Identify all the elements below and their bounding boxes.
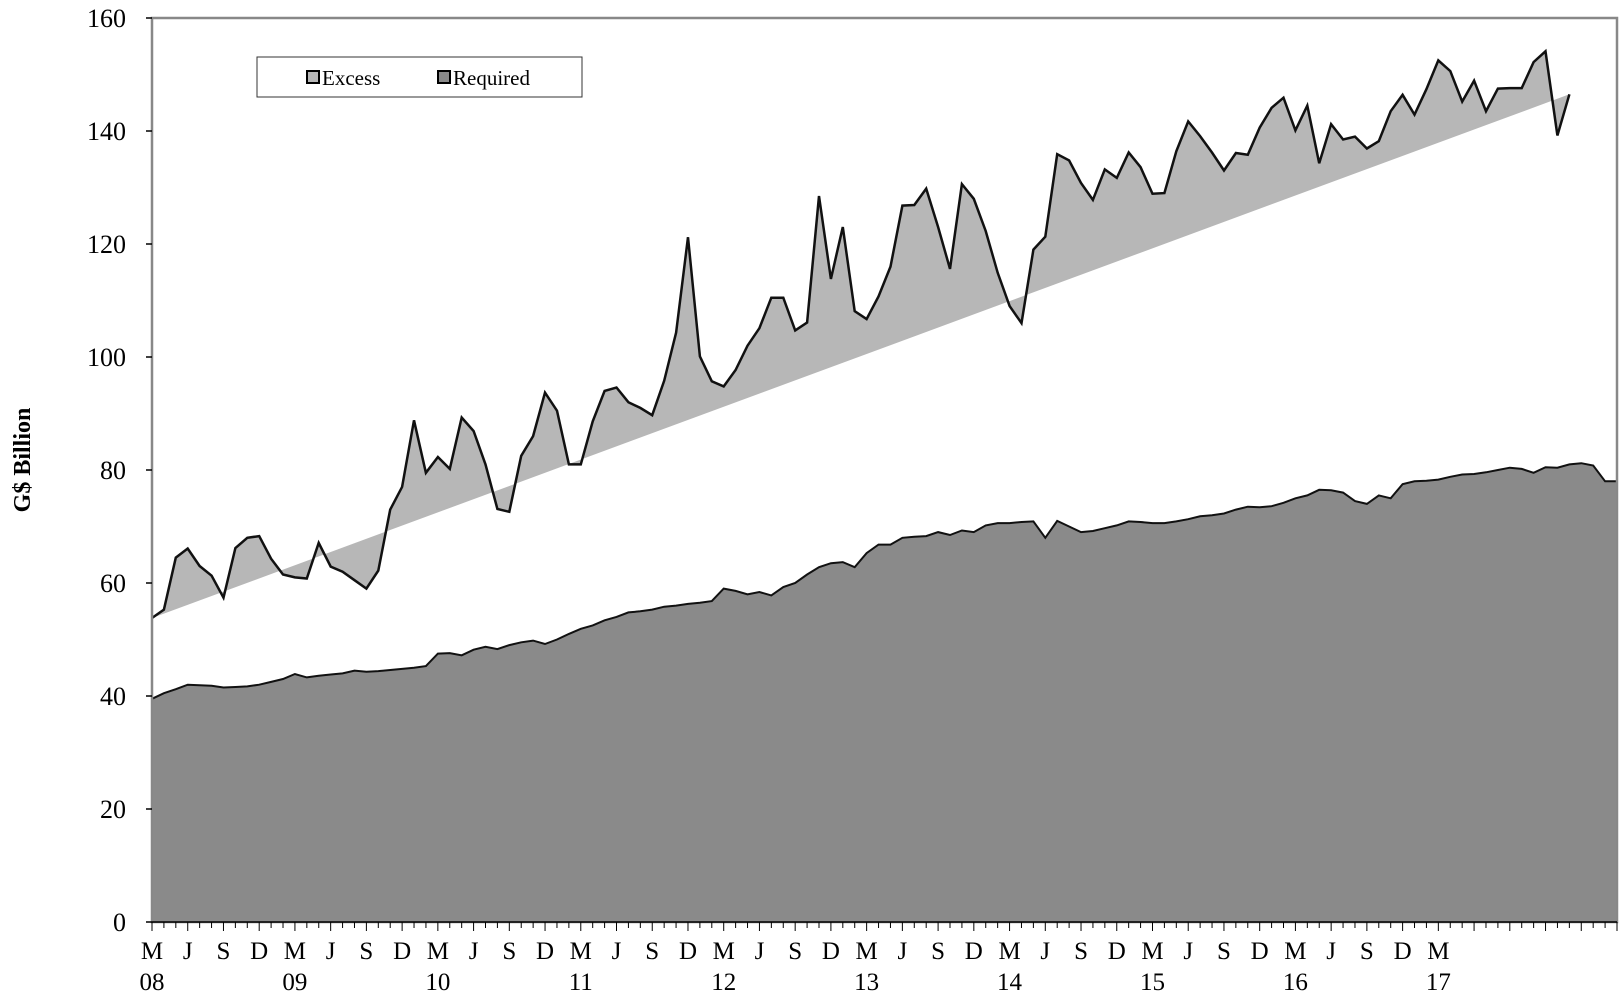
x-axis: M J S D M J S D M J S D M J S D M J S D M J S D M J S D M J S D M J S D M08 0… <box>140 921 1618 996</box>
x-month-label: M <box>284 938 306 965</box>
x-month-label: S <box>1074 938 1088 965</box>
x-month-label: S <box>788 938 802 965</box>
x-month-label: S <box>931 938 945 965</box>
x-month-label: M <box>427 938 449 965</box>
x-month-label: S <box>1217 938 1231 965</box>
y-tick-label: 140 <box>87 117 126 146</box>
x-year-label: 14 <box>997 969 1023 996</box>
x-month-label: M <box>570 938 592 965</box>
x-month-label: S <box>1360 938 1374 965</box>
legend: Excess Required <box>256 56 583 98</box>
y-tick-label: 60 <box>100 569 126 598</box>
x-year-label: 15 <box>1140 969 1165 996</box>
x-month-label: M <box>141 938 163 965</box>
x-year-label: 17 <box>1426 969 1451 996</box>
x-month-label: J <box>755 938 765 965</box>
x-month-label: J <box>183 938 193 965</box>
x-month-label: M <box>998 938 1020 965</box>
legend-swatch-excess <box>306 70 320 84</box>
x-month-label: S <box>502 938 516 965</box>
x-month-label: J <box>1326 938 1336 965</box>
legend-label-excess: Excess <box>322 66 380 90</box>
legend-box <box>256 56 583 98</box>
x-month-label: M <box>713 938 735 965</box>
x-month-label: J <box>897 938 907 965</box>
x-month-label: D <box>1108 938 1126 965</box>
y-tick-label: 120 <box>87 230 126 259</box>
x-month-label: J <box>1183 938 1193 965</box>
x-month-label: D <box>536 938 554 965</box>
x-month-label: D <box>1394 938 1412 965</box>
x-year-label: 16 <box>1283 969 1308 996</box>
x-month-label: J <box>612 938 622 965</box>
x-month-label: J <box>1040 938 1050 965</box>
required-series-line <box>151 462 1617 700</box>
x-month-label: J <box>469 938 479 965</box>
y-tick-label: 40 <box>100 682 126 711</box>
excess-series-line <box>151 48 1571 620</box>
x-month-label: M <box>856 938 878 965</box>
x-month-label: J <box>326 938 336 965</box>
x-year-label: 08 <box>140 969 165 996</box>
x-year-label: 09 <box>282 969 307 996</box>
x-year-label: 10 <box>425 969 450 996</box>
x-month-label: D <box>1251 938 1269 965</box>
x-month-label: M <box>1141 938 1163 965</box>
y-tick-label: 80 <box>100 456 126 485</box>
x-month-label: S <box>359 938 373 965</box>
x-month-label: D <box>822 938 840 965</box>
y-tick-label: 160 <box>87 4 126 33</box>
x-year-label: 11 <box>569 969 593 996</box>
excess-area <box>152 51 1570 619</box>
required-area <box>152 463 1617 922</box>
x-month-label: D <box>250 938 268 965</box>
plot-area <box>150 16 1619 924</box>
y-tick-label: 100 <box>87 343 126 372</box>
y-axis-label: G$ Billion <box>10 408 36 513</box>
x-month-label: S <box>217 938 231 965</box>
x-year-label: 13 <box>854 969 879 996</box>
legend-label-required: Required <box>453 66 530 90</box>
x-month-label: D <box>679 938 697 965</box>
legend-swatch-required <box>437 70 451 84</box>
y-axis: 0 20 40 60 80 100 120 140 160 <box>87 4 152 937</box>
x-month-label: S <box>645 938 659 965</box>
x-year-label: 12 <box>711 969 736 996</box>
x-month-label: M <box>1284 938 1306 965</box>
y-tick-label: 20 <box>100 795 126 824</box>
x-month-label: M <box>1427 938 1449 965</box>
y-tick-label: 0 <box>113 908 126 937</box>
x-month-label: D <box>965 938 983 965</box>
x-month-label: D <box>393 938 411 965</box>
